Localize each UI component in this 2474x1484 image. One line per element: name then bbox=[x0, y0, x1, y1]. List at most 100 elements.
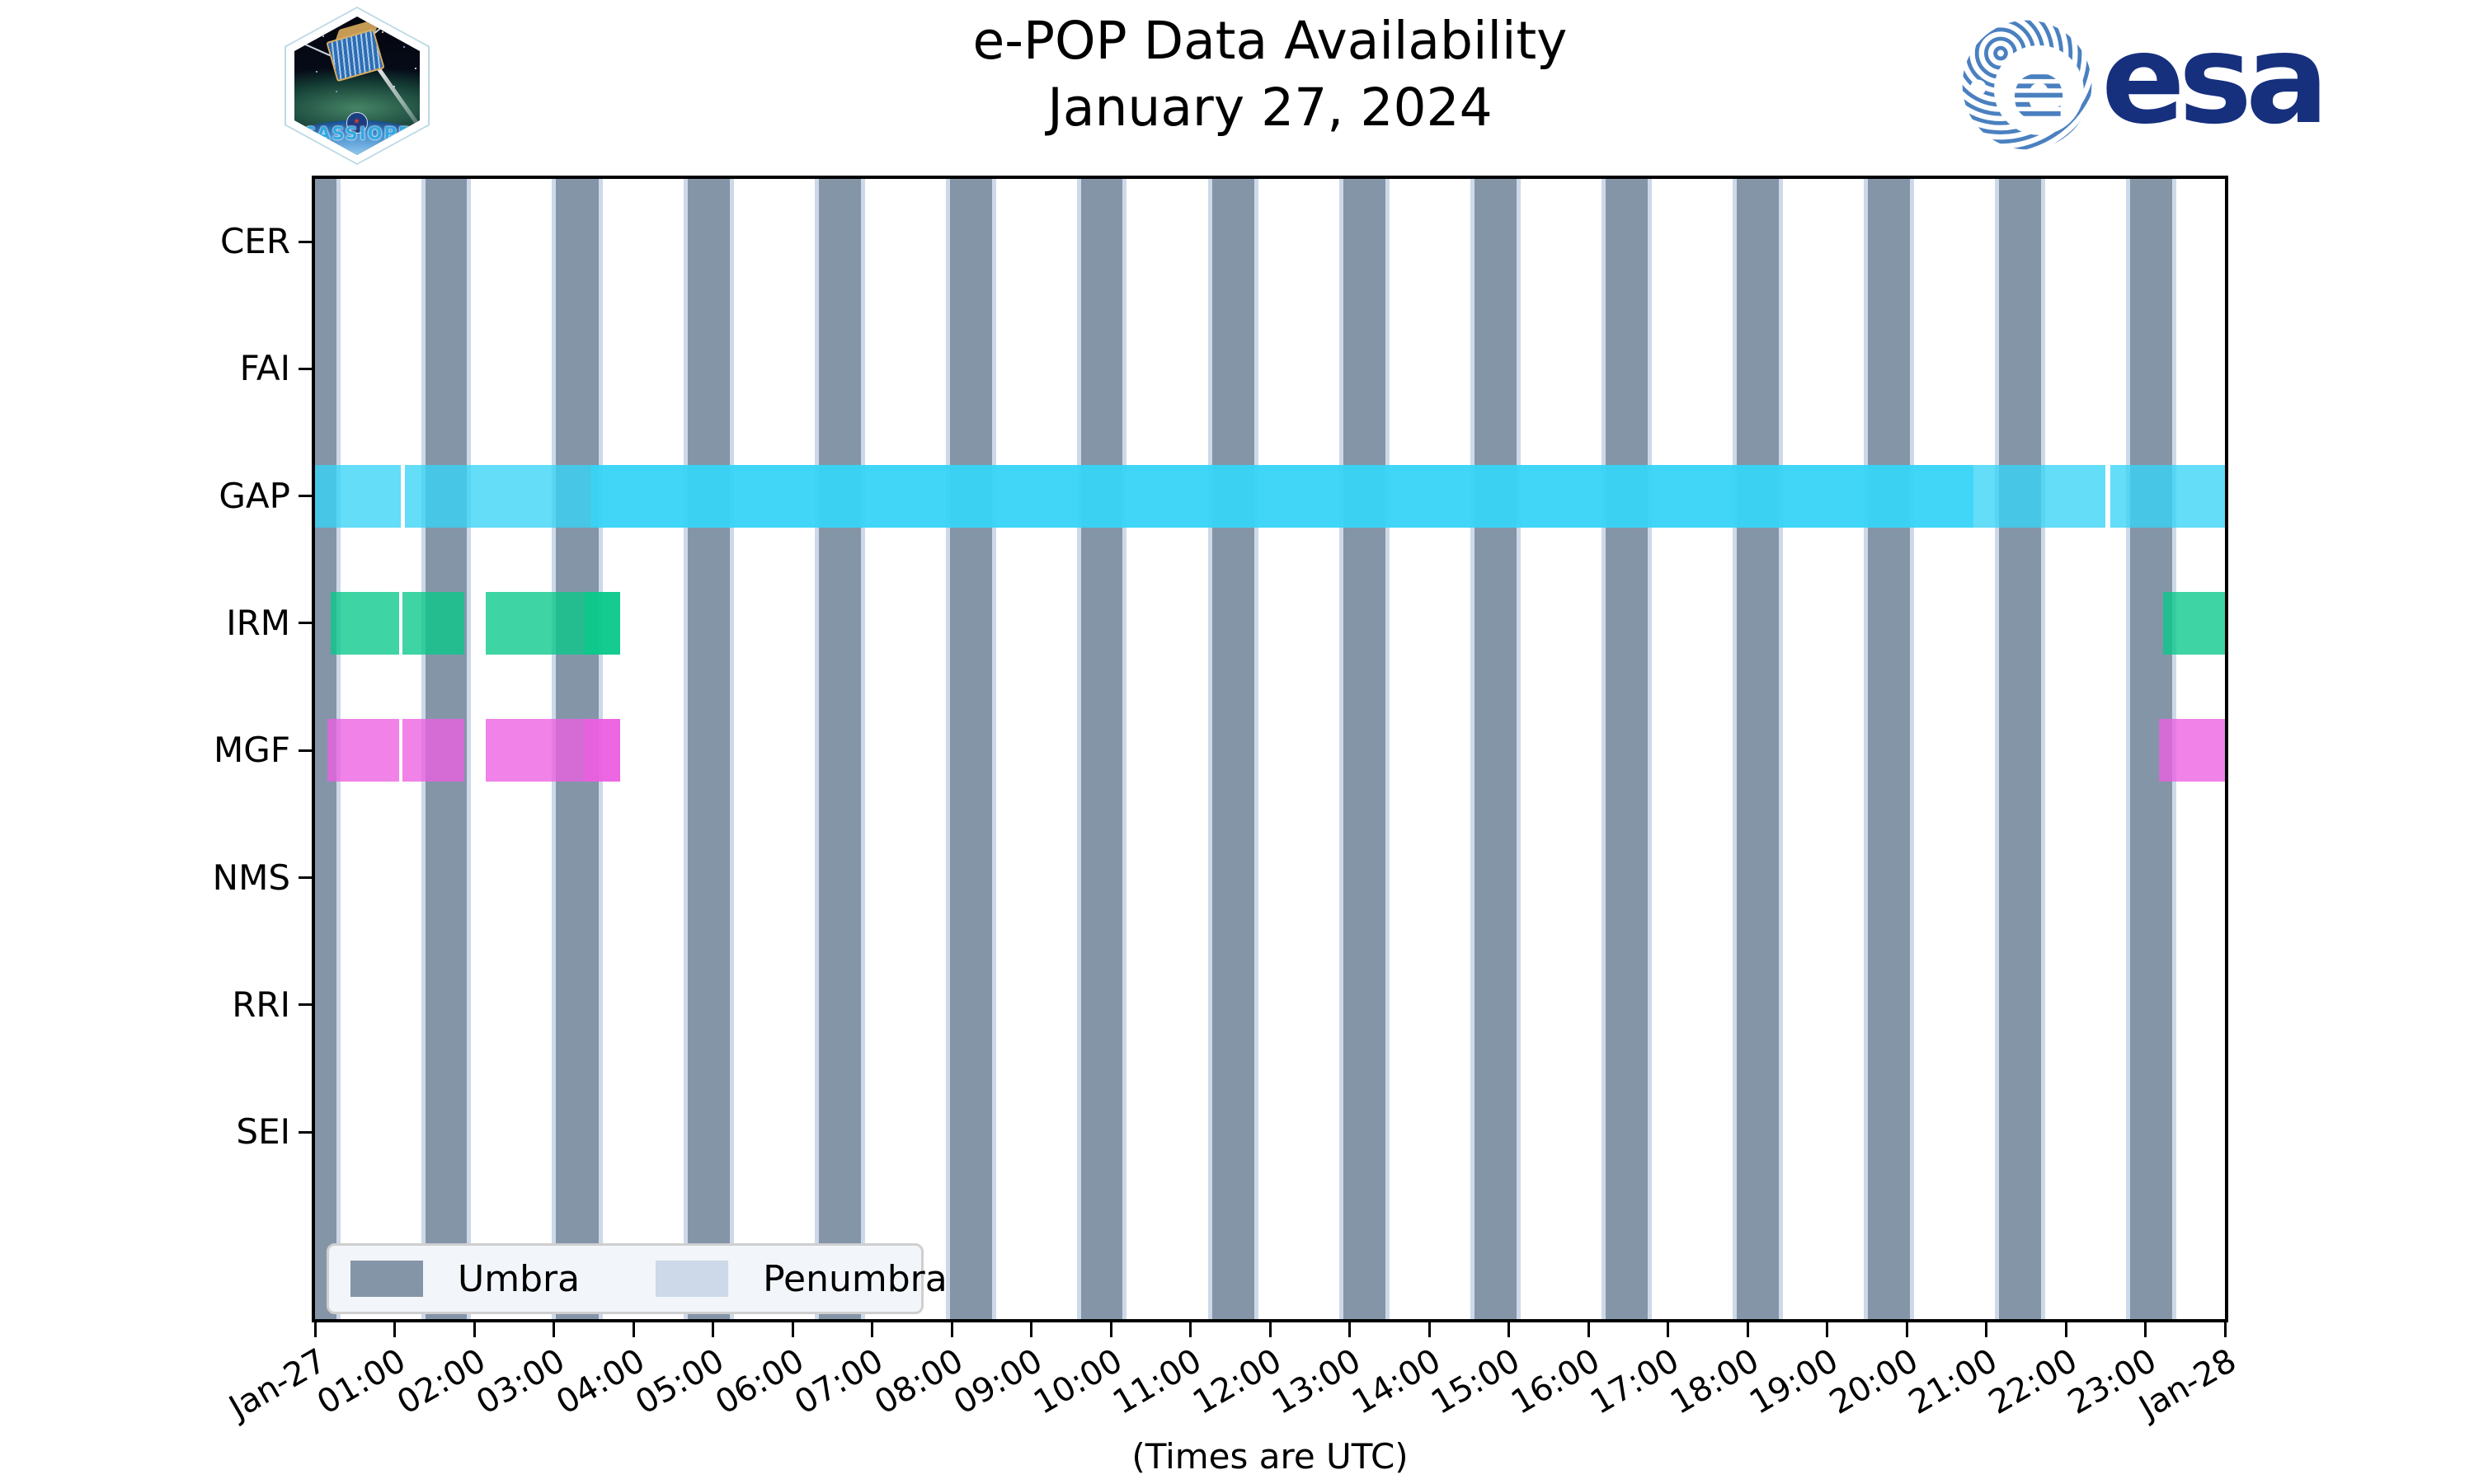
x-tick-label: 20:00 bbox=[1823, 1341, 1925, 1422]
x-tick-mark bbox=[1348, 1322, 1351, 1337]
x-tick-label: Jan-27 bbox=[223, 1341, 333, 1427]
x-tick-label: 22:00 bbox=[1982, 1341, 2084, 1422]
x-tick-label: 10:00 bbox=[1027, 1341, 1129, 1422]
gap-availability-bar-overlap bbox=[590, 464, 1974, 528]
x-tick-mark bbox=[553, 1322, 555, 1337]
x-tick-mark bbox=[1587, 1322, 1590, 1337]
x-tick-mark bbox=[1268, 1322, 1272, 1337]
x-tick-mark bbox=[2144, 1322, 2147, 1337]
y-tick-label-irm: IRM bbox=[226, 602, 290, 643]
x-tick-label: 16:00 bbox=[1504, 1341, 1606, 1422]
umbra-band bbox=[814, 179, 865, 1319]
x-tick-mark bbox=[1985, 1322, 1987, 1337]
umbra-band bbox=[1602, 179, 1653, 1319]
x-tick-mark bbox=[1427, 1322, 1431, 1337]
umbra-legend-swatch bbox=[350, 1261, 423, 1297]
umbra-band bbox=[1994, 179, 2046, 1319]
x-tick-label: 04:00 bbox=[549, 1341, 651, 1422]
x-tick-mark bbox=[950, 1322, 953, 1337]
y-tick-label-sei: SEI bbox=[236, 1111, 290, 1153]
x-tick-label: 11:00 bbox=[1107, 1341, 1208, 1422]
y-tick-mark bbox=[299, 622, 312, 625]
x-tick-label: 05:00 bbox=[629, 1341, 731, 1422]
x-tick-mark bbox=[1109, 1322, 1112, 1337]
x-tick-label: 08:00 bbox=[868, 1341, 970, 1422]
x-tick-label: 13:00 bbox=[1266, 1341, 1367, 1422]
umbra-band bbox=[1207, 179, 1258, 1319]
irm-availability-bar bbox=[402, 591, 465, 655]
y-tick-mark bbox=[299, 876, 312, 879]
plot-canvas bbox=[315, 179, 2225, 1319]
x-tick-label: 19:00 bbox=[1743, 1341, 1845, 1422]
x-tick-mark bbox=[1030, 1322, 1032, 1337]
x-tick-mark bbox=[2223, 1322, 2227, 1337]
x-tick-mark bbox=[1507, 1322, 1510, 1337]
x-tick-label: 09:00 bbox=[948, 1341, 1049, 1422]
x-axis-title: (Times are UTC) bbox=[1131, 1436, 1409, 1477]
x-tick-label: 21:00 bbox=[1903, 1341, 2004, 1422]
x-tick-label: 14:00 bbox=[1345, 1341, 1447, 1422]
y-tick-mark bbox=[299, 240, 312, 243]
y-tick-mark bbox=[299, 1130, 312, 1134]
x-tick-mark bbox=[393, 1322, 396, 1337]
y-tick-label-mgf: MGF bbox=[214, 730, 290, 771]
y-tick-label-fai: FAI bbox=[239, 348, 290, 389]
x-tick-mark bbox=[632, 1322, 635, 1337]
irm-availability-bar bbox=[331, 591, 400, 655]
x-tick-mark bbox=[2064, 1322, 2067, 1337]
chart-title-block: e-POP Data Availability January 27, 2024 bbox=[313, 8, 2227, 141]
penumbra-legend-swatch bbox=[656, 1261, 729, 1297]
y-tick-mark bbox=[299, 1003, 312, 1007]
umbra-band bbox=[1338, 179, 1390, 1319]
y-tick-mark bbox=[299, 749, 312, 752]
x-tick-mark bbox=[1826, 1322, 1828, 1337]
mgf-availability-bar bbox=[327, 719, 400, 782]
umbra-band bbox=[1863, 179, 1914, 1319]
esa-logo: e esa bbox=[1961, 8, 2329, 157]
stars-decoration bbox=[311, 28, 313, 30]
x-tick-mark bbox=[1905, 1322, 1908, 1337]
y-tick-mark bbox=[299, 495, 312, 498]
gap-availability-bar bbox=[2110, 464, 2225, 528]
svg-text:e: e bbox=[2011, 45, 2067, 139]
irm-availability-bar bbox=[2162, 591, 2225, 655]
x-tick-label: 12:00 bbox=[1186, 1341, 1288, 1422]
chart-title: e-POP Data Availability bbox=[972, 11, 1568, 71]
x-tick-label: 18:00 bbox=[1663, 1341, 1766, 1422]
umbra-band bbox=[683, 179, 734, 1319]
y-tick-label-rri: RRI bbox=[232, 984, 290, 1025]
umbra-band bbox=[1733, 179, 1783, 1319]
x-tick-mark bbox=[871, 1322, 873, 1337]
mgf-availability-bar bbox=[2158, 719, 2225, 782]
umbra-band bbox=[1077, 179, 1127, 1319]
x-tick-label: 15:00 bbox=[1425, 1341, 1526, 1422]
gap-availability-bar bbox=[315, 464, 402, 528]
x-tick-label: 07:00 bbox=[788, 1341, 890, 1422]
esa-wordmark: esa bbox=[2101, 8, 2329, 152]
y-tick-label-cer: CER bbox=[219, 221, 290, 261]
chart-subtitle: January 27, 2024 bbox=[1047, 77, 1493, 138]
x-tick-mark bbox=[473, 1322, 476, 1337]
x-tick-mark bbox=[1667, 1322, 1669, 1337]
y-tick-mark bbox=[299, 367, 312, 370]
x-tick-label: 17:00 bbox=[1584, 1341, 1686, 1422]
x-tick-label: 02:00 bbox=[390, 1341, 492, 1422]
legend: Umbra Penumbra bbox=[327, 1243, 948, 1314]
plot-area: Umbra Penumbra bbox=[312, 176, 2228, 1322]
csa-emblem-icon bbox=[346, 112, 368, 134]
umbra-legend-label: Umbra bbox=[458, 1257, 581, 1300]
penumbra-legend-label: Penumbra bbox=[763, 1257, 948, 1300]
x-tick-label: 06:00 bbox=[708, 1341, 811, 1422]
mgf-availability-bar bbox=[402, 719, 465, 782]
mgf-availability-bar-overlap bbox=[585, 719, 620, 782]
x-tick-mark bbox=[1189, 1322, 1192, 1337]
irm-availability-bar-overlap bbox=[585, 591, 620, 655]
umbra-band bbox=[1470, 179, 1522, 1319]
x-tick-mark bbox=[313, 1322, 317, 1337]
esa-globe-icon: e bbox=[1962, 20, 2092, 150]
y-tick-label-nms: NMS bbox=[212, 857, 290, 898]
x-tick-label: 03:00 bbox=[470, 1341, 571, 1422]
x-tick-mark bbox=[1746, 1322, 1749, 1337]
x-tick-mark bbox=[791, 1322, 794, 1337]
